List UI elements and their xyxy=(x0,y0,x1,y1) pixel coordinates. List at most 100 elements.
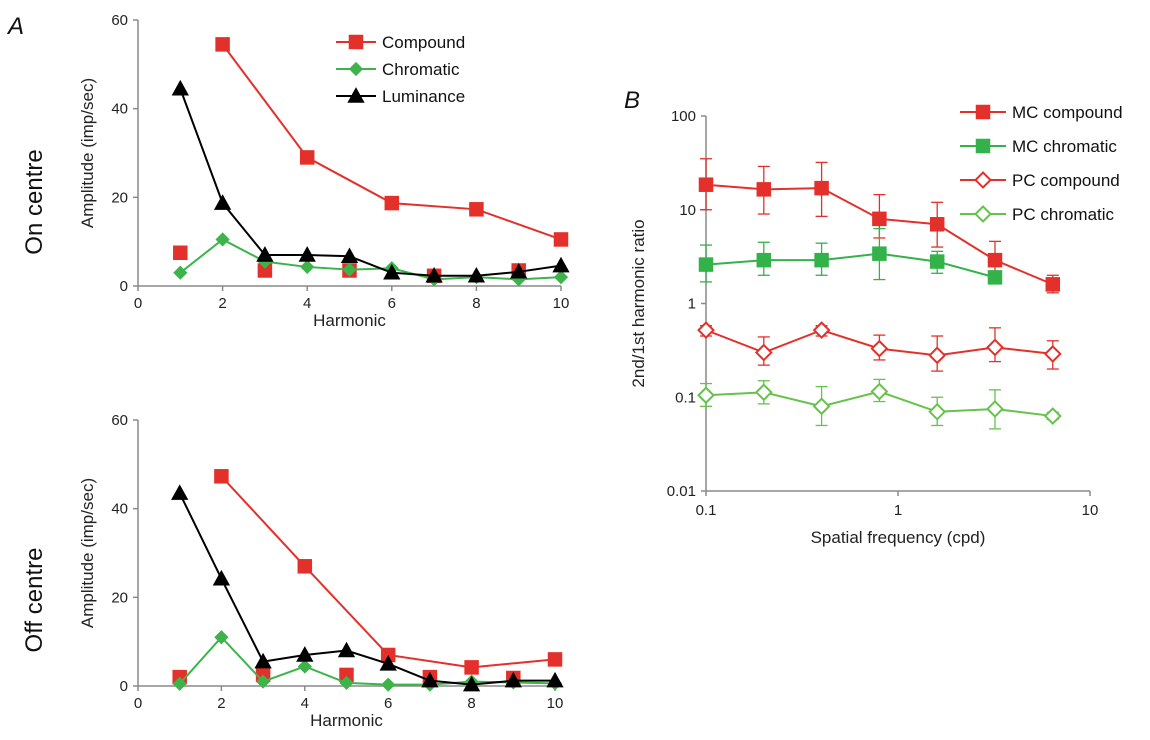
legend-marker xyxy=(347,87,365,103)
y-axis-title: 2nd/1st harmonic ratio xyxy=(629,219,648,387)
legend-label: PC compound xyxy=(1012,171,1120,190)
data-point xyxy=(421,671,439,688)
series-luminance xyxy=(171,484,564,692)
x-tick-label: 4 xyxy=(303,295,311,312)
series-compound xyxy=(172,469,563,686)
legend-label: MC compound xyxy=(1012,103,1123,122)
series-pc-chromatic xyxy=(697,378,1062,430)
y-axis-title: Amplitude (imp/sec) xyxy=(78,478,97,628)
y-tick-label: 60 xyxy=(111,412,128,429)
y-tick-label: 100 xyxy=(671,108,696,125)
y-tick-label: 60 xyxy=(111,12,128,29)
data-point xyxy=(754,383,773,402)
series-pc-compound xyxy=(697,321,1062,372)
data-point xyxy=(814,252,829,268)
legend-marker xyxy=(975,104,991,120)
on-centre-chart: 0 20 40 60 0 2 4 6 8 10 Harmonic Amplitude (imp/sec… xyxy=(78,12,570,330)
data-point xyxy=(213,194,232,210)
data-point xyxy=(986,338,1004,357)
series-line xyxy=(705,252,996,279)
series-mc-chromatic xyxy=(698,227,1003,285)
data-point xyxy=(172,676,187,691)
data-point xyxy=(987,252,1003,268)
data-point xyxy=(462,675,481,692)
row-label-on-centre: On centre xyxy=(21,149,48,254)
data-point xyxy=(254,652,272,669)
data-point xyxy=(698,177,714,192)
data-point xyxy=(297,659,312,674)
data-point xyxy=(214,469,229,484)
x-tick-label: 4 xyxy=(301,695,309,712)
data-point xyxy=(756,252,772,268)
series-line xyxy=(179,88,562,277)
legend-label: MC chromatic xyxy=(1012,137,1117,156)
data-point xyxy=(212,569,231,586)
y-tick-label: 0.1 xyxy=(675,389,696,406)
legend-label: PC chromatic xyxy=(1012,205,1115,224)
data-point xyxy=(547,652,563,667)
data-point xyxy=(296,646,314,662)
data-point xyxy=(384,195,400,211)
x-tick-label: 0 xyxy=(134,295,142,312)
x-axis-title: Harmonic xyxy=(310,711,383,730)
x-tick-label: 10 xyxy=(553,295,570,312)
legend-label: Chromatic xyxy=(382,60,460,79)
data-point xyxy=(986,400,1004,418)
legend: MC compound MC chromatic PC compound PC chr… xyxy=(960,103,1123,224)
y-tick-label: 20 xyxy=(111,589,128,606)
series-chromatic xyxy=(173,232,569,287)
y-tick-label: 20 xyxy=(111,189,128,206)
x-tick-label: 8 xyxy=(472,295,480,312)
data-point xyxy=(870,339,889,358)
data-point xyxy=(987,270,1003,285)
data-point xyxy=(340,247,359,264)
data-point xyxy=(756,182,772,197)
legend-label: Luminance xyxy=(382,87,465,106)
y-tick-label: 0 xyxy=(120,278,128,295)
x-tick-label: 8 xyxy=(467,695,475,712)
legend-label: Compound xyxy=(382,33,465,52)
data-point xyxy=(510,262,528,279)
y-tick-label: 40 xyxy=(111,501,128,518)
data-point xyxy=(171,484,189,500)
x-tick-label: 6 xyxy=(384,695,392,712)
data-point xyxy=(383,263,401,280)
data-point xyxy=(870,382,889,401)
data-point xyxy=(337,641,356,658)
x-tick-label: 0 xyxy=(134,695,142,712)
legend-marker xyxy=(348,34,364,50)
data-point xyxy=(215,232,230,247)
data-point xyxy=(339,675,354,690)
y-tick-label: 40 xyxy=(111,101,128,118)
legend: Compound Chromatic Luminance xyxy=(336,33,465,106)
data-point xyxy=(553,270,569,285)
x-tick-label: 2 xyxy=(217,695,225,712)
data-point xyxy=(173,265,188,280)
x-tick-label: 6 xyxy=(388,295,396,312)
y-tick-label: 10 xyxy=(679,202,696,219)
data-point xyxy=(546,671,564,688)
legend-marker xyxy=(348,61,364,77)
data-point xyxy=(467,266,486,283)
data-point xyxy=(872,211,887,227)
data-point xyxy=(1043,407,1062,425)
data-point xyxy=(256,674,271,689)
data-point xyxy=(379,655,397,671)
data-point xyxy=(381,677,396,692)
y-tick-label: 1 xyxy=(688,296,696,313)
data-point xyxy=(697,321,715,340)
data-point xyxy=(299,150,315,165)
data-point xyxy=(464,660,479,675)
data-point xyxy=(754,343,773,362)
x-tick-label: 10 xyxy=(547,695,564,712)
data-point xyxy=(1043,344,1062,363)
data-point xyxy=(171,79,189,96)
row-label-off-centre: Off centre xyxy=(21,548,48,653)
data-point xyxy=(928,402,947,421)
data-point xyxy=(173,245,188,260)
x-tick-label: 10 xyxy=(1082,502,1099,519)
x-axis-title: Spatial frequency (cpd) xyxy=(811,528,986,547)
series-luminance xyxy=(171,79,570,283)
